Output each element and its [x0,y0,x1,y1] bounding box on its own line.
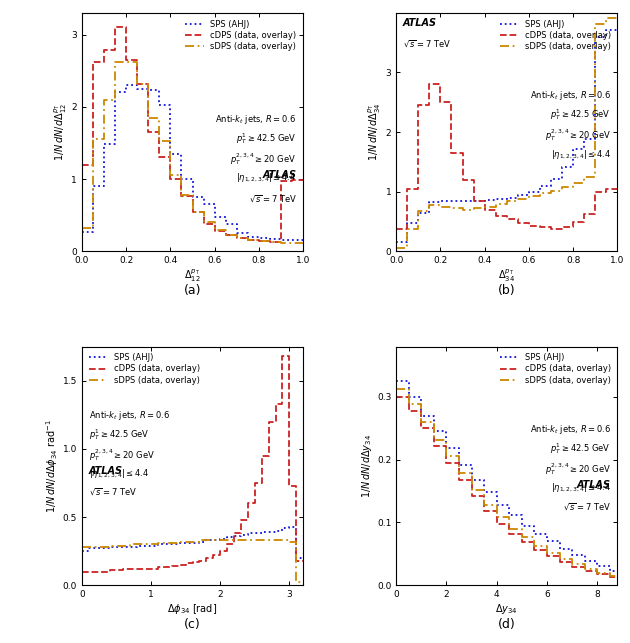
Text: Anti-$k_t$ jets, $R = 0.6$
$p_T^1 \geq 42.5$ GeV
$p_T^{2,3,4} \geq 20$ GeV
$|\et: Anti-$k_t$ jets, $R = 0.6$ $p_T^1 \geq 4… [215,113,297,185]
Y-axis label: $1/N\,dN/d\Delta y_{34}$: $1/N\,dN/d\Delta y_{34}$ [360,434,374,498]
Y-axis label: $1/N\,dN/d\Delta\phi_{34}$ rad$^{-1}$: $1/N\,dN/d\Delta\phi_{34}$ rad$^{-1}$ [44,419,60,513]
Text: ATLAS: ATLAS [89,466,123,476]
X-axis label: $\Delta_{34}^{p_{\mathrm{T}}}$: $\Delta_{34}^{p_{\mathrm{T}}}$ [498,268,515,284]
Text: (a): (a) [184,284,202,297]
Y-axis label: $1/N\,dN/d\Delta_{34}^{p_{\mathrm{T}}}$: $1/N\,dN/d\Delta_{34}^{p_{\mathrm{T}}}$ [366,103,383,161]
Legend: SPS (AHJ), cDPS (data, overlay), sDPS (data, overlay): SPS (AHJ), cDPS (data, overlay), sDPS (d… [497,351,613,387]
Legend: SPS (AHJ), cDPS (data, overlay), sDPS (data, overlay): SPS (AHJ), cDPS (data, overlay), sDPS (d… [86,351,202,387]
Text: $\sqrt{s} = 7$ TeV: $\sqrt{s} = 7$ TeV [249,194,297,205]
X-axis label: $\Delta\phi_{34}$ [rad]: $\Delta\phi_{34}$ [rad] [168,602,217,616]
X-axis label: $\Delta y_{34}$: $\Delta y_{34}$ [495,602,518,616]
Text: $\sqrt{s} = 7$ TeV: $\sqrt{s} = 7$ TeV [89,487,137,498]
Text: ATLAS: ATLAS [576,480,610,490]
X-axis label: $\Delta_{12}^{p_{\mathrm{T}}}$: $\Delta_{12}^{p_{\mathrm{T}}}$ [184,268,201,284]
Text: Anti-$k_t$ jets, $R = 0.6$
$p_T^1 \geq 42.5$ GeV
$p_T^{2,3,4} \geq 20$ GeV
$|\et: Anti-$k_t$ jets, $R = 0.6$ $p_T^1 \geq 4… [89,409,169,480]
Text: (b): (b) [498,284,515,297]
Text: (c): (c) [184,618,201,631]
Text: Anti-$k_t$ jets, $R = 0.6$
$p_T^1 \geq 42.5$ GeV
$p_T^{2,3,4} \geq 20$ GeV
$|\et: Anti-$k_t$ jets, $R = 0.6$ $p_T^1 \geq 4… [530,423,610,494]
Legend: SPS (AHJ), cDPS (data, overlay), sDPS (data, overlay): SPS (AHJ), cDPS (data, overlay), sDPS (d… [183,17,299,53]
Text: (d): (d) [498,618,515,631]
Legend: SPS (AHJ), cDPS (data, overlay), sDPS (data, overlay): SPS (AHJ), cDPS (data, overlay), sDPS (d… [497,17,613,53]
Text: $\sqrt{s} = 7$ TeV: $\sqrt{s} = 7$ TeV [403,39,450,50]
Text: $\sqrt{s} = 7$ TeV: $\sqrt{s} = 7$ TeV [563,502,610,512]
Y-axis label: $1/N\,dN/d\Delta_{12}^{p_{\mathrm{T}}}$: $1/N\,dN/d\Delta_{12}^{p_{\mathrm{T}}}$ [52,103,69,161]
Text: Anti-$k_t$ jets, $R = 0.6$
$p_T^1 \geq 42.5$ GeV
$p_T^{2,3,4} \geq 20$ GeV
$|\et: Anti-$k_t$ jets, $R = 0.6$ $p_T^1 \geq 4… [530,89,610,161]
Text: ATLAS: ATLAS [263,170,297,180]
Text: ATLAS: ATLAS [403,17,437,28]
